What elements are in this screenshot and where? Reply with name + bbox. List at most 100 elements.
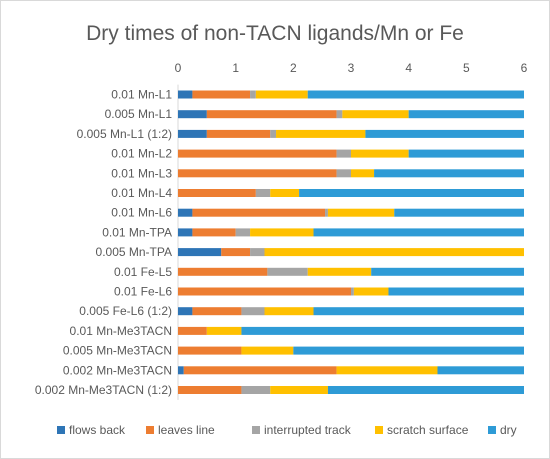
bar-scratch-surface-0-005-fe-l6-1-2 xyxy=(264,307,314,316)
bar-leaves-line-0-005-mn-me3tacn xyxy=(178,346,242,355)
bar-interrupted-track-0-01-mn-l2 xyxy=(336,149,351,158)
bar-scratch-surface-0-005-mn-me3tacn xyxy=(241,346,294,355)
category-label-0-01-mn-l4: 0.01 Mn-L4 xyxy=(111,186,172,200)
bar-interrupted-track-0-002-mn-me3tacn-1-2 xyxy=(241,386,271,394)
bar-leaves-line-0-002-mn-me3tacn-1-2 xyxy=(178,386,242,394)
bar-scratch-surface-0-01-mn-tpa xyxy=(250,228,314,237)
bar-scratch-surface-0-01-fe-l6 xyxy=(353,287,389,296)
bar-scratch-surface-0-005-mn-l1-1-2 xyxy=(276,129,366,138)
category-label-0-01-mn-l6: 0.01 Mn-L6 xyxy=(111,206,172,220)
bar-scratch-surface-0-005-mn-l1 xyxy=(342,110,409,119)
category-label-0-005-mn-l1-1-2: 0.005 Mn-L1 (1:2) xyxy=(77,127,172,141)
category-label-0-01-mn-l2: 0.01 Mn-L2 xyxy=(111,147,172,161)
bar-dry-0-01-fe-l5 xyxy=(371,267,524,276)
bar-leaves-line-0-005-mn-tpa xyxy=(221,248,251,257)
bar-leaves-line-0-01-mn-l6 xyxy=(192,208,326,217)
bar-leaves-line-0-01-mn-l4 xyxy=(178,189,256,197)
bar-interrupted-track-0-01-fe-l5 xyxy=(267,267,308,276)
category-label-0-005-mn-l1: 0.005 Mn-L1 xyxy=(105,107,173,121)
x-tick-label-2: 2 xyxy=(290,61,297,75)
chart-title: Dry times of non-TACN ligands/Mn or Fe xyxy=(86,22,464,45)
legend-label-interrupted-track: interrupted track xyxy=(264,423,352,437)
legend-swatch-flows-back xyxy=(57,426,65,434)
x-tick-label-4: 4 xyxy=(405,61,412,75)
bar-dry-0-01-mn-l2 xyxy=(408,149,524,158)
bar-scratch-surface-0-01-fe-l5 xyxy=(307,267,372,276)
bar-interrupted-track-0-01-mn-l4 xyxy=(255,189,271,197)
bar-scratch-surface-0-01-mn-l2 xyxy=(351,149,409,158)
bar-interrupted-track-0-01-mn-l6 xyxy=(325,208,328,217)
bar-interrupted-track-0-01-fe-l6 xyxy=(351,287,354,296)
bar-dry-0-01-mn-l1 xyxy=(307,90,524,99)
bar-dry-0-01-mn-l3 xyxy=(374,169,524,178)
legend-swatch-scratch-surface xyxy=(375,426,383,434)
x-tick-label-0: 0 xyxy=(175,61,182,75)
bar-dry-0-01-mn-me3tacn xyxy=(241,326,524,335)
category-label-0-01-fe-l5: 0.01 Fe-L5 xyxy=(114,265,172,279)
bar-leaves-line-0-005-mn-l1-1-2 xyxy=(206,129,271,138)
bar-interrupted-track-0-005-mn-l1 xyxy=(336,110,343,119)
bar-flows-back-0-002-mn-me3tacn xyxy=(178,366,184,375)
category-label-0-002-mn-me3tacn: 0.002 Mn-Me3TACN xyxy=(63,363,172,377)
category-label-0-01-mn-l1: 0.01 Mn-L1 xyxy=(111,88,172,102)
category-label-0-005-mn-me3tacn: 0.005 Mn-Me3TACN xyxy=(63,344,172,358)
bar-leaves-line-0-01-mn-l3 xyxy=(178,169,337,178)
bar-interrupted-track-0-005-mn-l1-1-2 xyxy=(270,129,277,138)
x-tick-label-6: 6 xyxy=(521,61,528,75)
bar-dry-0-005-fe-l6-1-2 xyxy=(313,307,524,316)
category-label-0-01-mn-l3: 0.01 Mn-L3 xyxy=(111,166,172,180)
category-label-0-005-fe-l6-1-2: 0.005 Fe-L6 (1:2) xyxy=(79,304,172,318)
bar-interrupted-track-0-005-fe-l6-1-2 xyxy=(241,307,265,316)
bar-dry-0-01-mn-l6 xyxy=(394,208,524,217)
bar-scratch-surface-0-01-mn-me3tacn xyxy=(206,326,242,335)
bar-leaves-line-0-005-fe-l6-1-2 xyxy=(192,307,242,316)
legend-swatch-interrupted-track xyxy=(252,426,260,434)
category-label-0-01-fe-l6: 0.01 Fe-L6 xyxy=(114,285,172,299)
bar-flows-back-0-01-mn-l1 xyxy=(178,90,193,99)
bar-scratch-surface-0-01-mn-l4 xyxy=(270,189,300,197)
bar-flows-back-0-01-mn-l6 xyxy=(178,208,193,217)
bar-flows-back-0-005-mn-l1-1-2 xyxy=(178,129,207,138)
bar-interrupted-track-0-01-mn-l1 xyxy=(250,90,256,99)
bar-leaves-line-0-01-mn-l1 xyxy=(192,90,251,99)
bar-flows-back-0-005-mn-l1 xyxy=(178,110,207,119)
bar-dry-0-005-mn-l1-1-2 xyxy=(365,129,524,138)
bar-dry-0-01-mn-tpa xyxy=(313,228,524,237)
bar-interrupted-track-0-01-mn-l3 xyxy=(336,169,351,178)
bar-leaves-line-0-01-fe-l6 xyxy=(178,287,351,296)
legend-label-dry: dry xyxy=(500,423,517,437)
bar-flows-back-0-005-fe-l6-1-2 xyxy=(178,307,193,316)
x-tick-label-5: 5 xyxy=(463,61,470,75)
bar-scratch-surface-0-005-mn-tpa xyxy=(264,248,524,257)
legend-swatch-leaves-line xyxy=(146,426,154,434)
bar-flows-back-0-005-mn-tpa xyxy=(178,248,222,257)
bar-interrupted-track-0-01-mn-tpa xyxy=(235,228,251,237)
legend-label-leaves-line: leaves line xyxy=(158,423,215,437)
category-label-0-01-mn-me3tacn: 0.01 Mn-Me3TACN xyxy=(70,324,172,338)
category-label-0-01-mn-tpa: 0.01 Mn-TPA xyxy=(102,225,172,239)
bar-dry-0-005-mn-me3tacn xyxy=(293,346,524,355)
bar-flows-back-0-01-mn-tpa xyxy=(178,228,193,237)
bar-dry-0-002-mn-me3tacn-1-2 xyxy=(327,386,524,394)
bar-dry-0-005-mn-l1 xyxy=(408,110,524,119)
bar-leaves-line-0-002-mn-me3tacn xyxy=(183,366,337,375)
bar-dry-0-01-fe-l6 xyxy=(388,287,524,296)
bar-leaves-line-0-01-fe-l5 xyxy=(178,267,268,276)
legend-label-flows-back: flows back xyxy=(69,423,126,437)
bar-leaves-line-0-01-mn-tpa xyxy=(192,228,236,237)
bar-interrupted-track-0-005-mn-tpa xyxy=(250,248,265,257)
x-tick-label-1: 1 xyxy=(232,61,239,75)
category-label-0-002-mn-me3tacn-1-2: 0.002 Mn-Me3TACN (1:2) xyxy=(35,383,172,397)
legend-label-scratch-surface: scratch surface xyxy=(387,423,469,437)
category-label-0-005-mn-tpa: 0.005 Mn-TPA xyxy=(96,245,172,259)
bar-leaves-line-0-005-mn-l1 xyxy=(206,110,337,119)
bar-scratch-surface-0-01-mn-l1 xyxy=(255,90,308,99)
x-tick-label-3: 3 xyxy=(348,61,355,75)
bar-dry-0-002-mn-me3tacn xyxy=(437,366,524,375)
bar-leaves-line-0-01-mn-me3tacn xyxy=(178,326,207,335)
bar-scratch-surface-0-002-mn-me3tacn-1-2 xyxy=(270,386,328,394)
bar-leaves-line-0-01-mn-l2 xyxy=(178,149,337,158)
legend-swatch-dry xyxy=(488,426,496,434)
bar-scratch-surface-0-01-mn-l6 xyxy=(327,208,395,217)
